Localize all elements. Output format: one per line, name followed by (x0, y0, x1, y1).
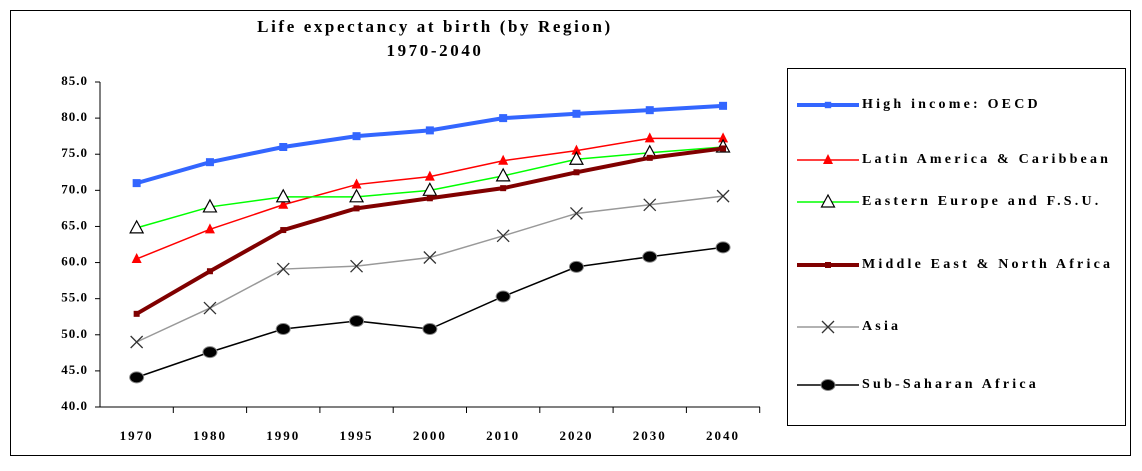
marker (499, 114, 508, 123)
marker (349, 315, 365, 328)
y-tick-label: 85.0 (61, 73, 88, 88)
marker (202, 346, 218, 359)
x-tick-label: 1970 (120, 428, 154, 443)
marker (824, 101, 832, 109)
marker (720, 145, 727, 152)
x-tick-label: 1990 (266, 428, 300, 443)
marker (820, 193, 836, 208)
x-tick-label: 1980 (193, 428, 227, 443)
marker (500, 185, 507, 192)
marker (275, 188, 291, 203)
legend-label: Sub-Saharan Africa (862, 377, 1040, 392)
y-tick-label: 80.0 (61, 109, 88, 124)
marker (642, 250, 658, 263)
marker (423, 251, 437, 264)
marker (349, 188, 365, 203)
chart-subtitle: 1970-2040 (386, 41, 483, 60)
legend-frame (787, 68, 1126, 426)
marker (496, 229, 510, 243)
x-tick-label: 2000 (413, 428, 447, 443)
x-tick-label: 2030 (633, 428, 667, 443)
marker (202, 198, 218, 213)
x-tick-label: 2040 (706, 428, 740, 443)
legend-label: Eastern Europe and F.S.U. (862, 194, 1102, 209)
marker (715, 241, 731, 254)
marker (573, 169, 580, 176)
legend-label: Middle East & North Africa (862, 257, 1114, 272)
marker (719, 101, 728, 110)
marker (130, 335, 144, 349)
marker (422, 323, 438, 335)
marker (568, 151, 584, 165)
marker (203, 301, 217, 315)
marker (820, 379, 836, 391)
marker (424, 170, 435, 181)
chart-title: Life expectancy at birth (by Region) (257, 17, 613, 36)
marker (572, 109, 581, 118)
legend-label: Latin America & Caribbean (862, 152, 1112, 167)
x-tick-label: 2010 (486, 428, 520, 443)
y-tick-label: 65.0 (61, 217, 88, 232)
marker (823, 154, 833, 164)
y-tick-label: 55.0 (61, 290, 88, 305)
marker (646, 154, 653, 161)
y-tick-label: 40.0 (61, 398, 88, 413)
legend-label: Asia (862, 319, 902, 334)
x-tick-label: 2020 (559, 428, 593, 443)
marker (280, 227, 287, 234)
marker (131, 252, 142, 263)
y-tick-label: 75.0 (61, 145, 88, 160)
marker (352, 132, 361, 141)
marker (276, 262, 290, 276)
marker (821, 320, 835, 334)
marker (133, 310, 140, 317)
marker (644, 132, 655, 143)
y-tick-label: 50.0 (61, 326, 88, 341)
marker (568, 260, 584, 273)
marker (718, 132, 729, 143)
marker (350, 259, 364, 273)
marker (129, 371, 145, 384)
y-tick-label: 70.0 (61, 181, 88, 196)
marker (132, 179, 141, 188)
marker (279, 143, 288, 151)
marker (716, 189, 730, 203)
marker (498, 154, 509, 165)
marker (825, 262, 831, 268)
marker (569, 206, 583, 220)
marker (495, 290, 511, 303)
x-tick-label: 1995 (340, 428, 374, 443)
marker (278, 198, 289, 209)
marker (351, 178, 362, 189)
marker (275, 323, 291, 335)
marker (206, 268, 213, 275)
y-tick-label: 45.0 (61, 362, 88, 377)
marker (426, 195, 433, 202)
marker (204, 223, 215, 234)
marker (645, 106, 654, 115)
marker (643, 198, 657, 212)
legend-label: High income: OECD (862, 97, 1041, 112)
marker (425, 126, 434, 135)
marker (353, 205, 360, 212)
marker (571, 144, 582, 155)
marker (205, 158, 214, 167)
marker (495, 167, 511, 182)
y-tick-label: 60.0 (61, 254, 88, 269)
marker (129, 219, 145, 234)
